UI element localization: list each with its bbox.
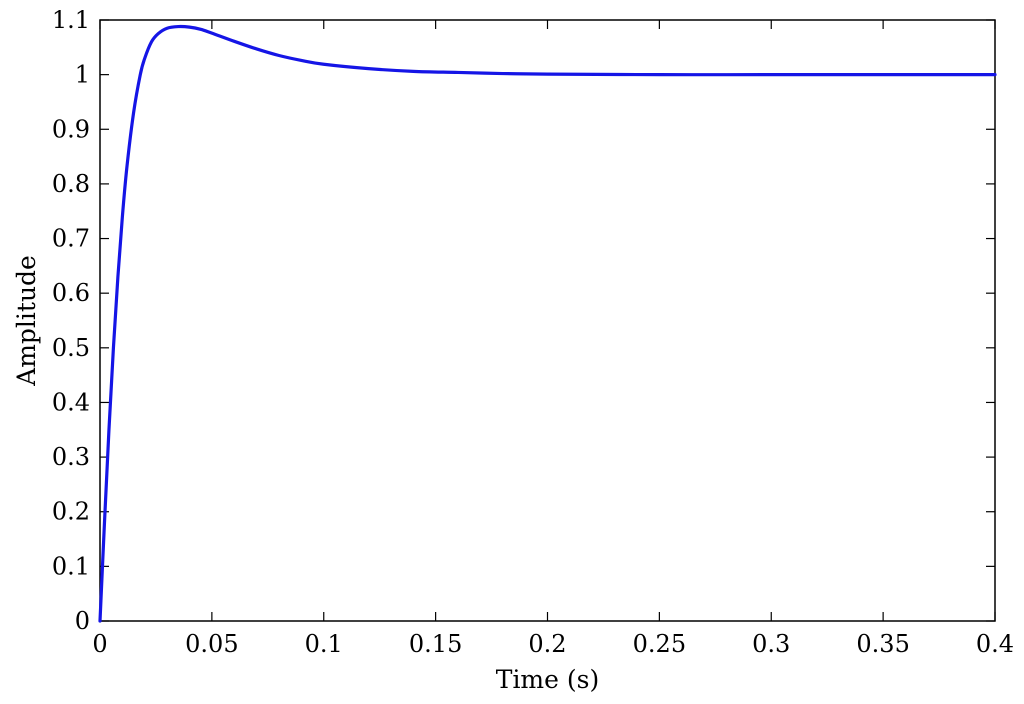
y-tick-label: 0.1 [52, 552, 90, 580]
x-tick-label: 0.1 [305, 630, 343, 658]
x-tick-label: 0.3 [752, 630, 790, 658]
y-tick-label: 0.5 [52, 334, 90, 362]
x-tick-label: 0.35 [856, 630, 909, 658]
y-tick-label: 0.6 [52, 279, 90, 307]
step-response-line [98, 24, 997, 623]
x-tick-label: 0.05 [185, 630, 238, 658]
y-axis-title: Amplitude [12, 255, 41, 387]
x-tick-label: 0 [92, 630, 107, 658]
y-tick-label: 0.8 [52, 170, 90, 198]
x-tick-label: 0.15 [409, 630, 462, 658]
x-axis-ticks: 0 0.05 0.1 0.15 0.2 0.25 0.3 0.35 0.4 [92, 20, 1014, 658]
x-tick-label: 0.2 [528, 630, 566, 658]
x-axis-title: Time (s) [496, 665, 599, 694]
y-tick-label: 0.2 [52, 498, 90, 526]
y-tick-label: 1 [75, 61, 90, 89]
y-tick-label: 0.4 [52, 388, 90, 416]
series-layer [98, 24, 997, 623]
plot-frame [99, 19, 996, 622]
y-tick-label: 1.1 [52, 6, 90, 34]
x-tick-label: 0.4 [976, 630, 1014, 658]
x-tick-label: 0.25 [633, 630, 686, 658]
y-tick-label: 0 [75, 607, 90, 635]
y-tick-label: 0.7 [52, 225, 90, 253]
y-tick-label: 0.3 [52, 443, 90, 471]
y-tick-label: 0.9 [52, 115, 90, 143]
y-axis-ticks: 0 0.1 0.2 0.3 0.4 0.5 0.6 0.7 0.8 0.9 1 1.1 [52, 6, 995, 635]
plot-area: 0 0.05 0.1 0.15 0.2 0.25 0.3 0.35 0.4 0 0.1 0.2 0.3… [52, 6, 1014, 658]
